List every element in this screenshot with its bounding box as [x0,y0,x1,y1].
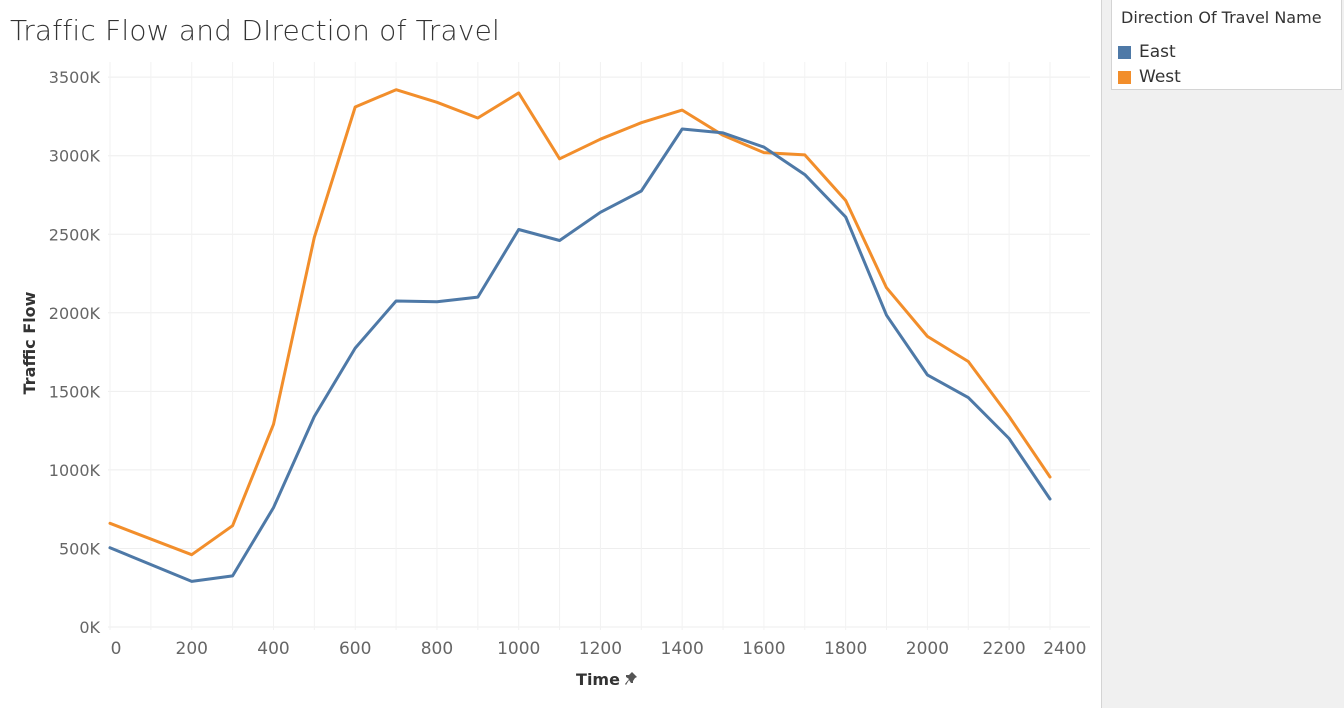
y-tick-label: 1500K [49,382,101,401]
x-tick-label: 600 [339,639,371,659]
x-tick-label: 800 [421,639,453,659]
x-tick-label: 2200 [982,639,1025,659]
legend-label-east: East [1139,42,1176,62]
legend-swatch-west [1118,71,1131,84]
legend: Direction Of Travel Name East West [1111,0,1342,90]
x-tick-label: 2000 [906,639,949,659]
right-panel [1101,0,1344,708]
y-tick-label: 2000K [49,304,101,323]
x-tick-label: 1800 [824,639,867,659]
y-tick-label: 3500K [49,68,101,87]
x-tick-label: 200 [176,639,208,659]
chart-area: 0K 500K 1000K 1500K 2000K 2500K 3000K 3500K 0 20… [20,62,1090,689]
legend-title: Direction Of Travel Name [1121,8,1322,27]
series-line-east[interactable] [108,127,1052,583]
y-tick-label: 500K [59,539,101,558]
x-tick-label: 400 [257,639,289,659]
x-axis-title: Time [576,670,620,689]
x-tick-label: 2400 [1043,639,1086,659]
y-tick-label: 0K [79,618,100,637]
x-tick-label: 1000 [497,639,540,659]
x-axis-ticks: 0 200 400 600 800 1000 1200 1400 1600 1800 2000 220… [111,639,1087,659]
y-tick-label: 1000K [49,461,101,480]
y-axis-ticks: 0K 500K 1000K 1500K 2000K 2500K 3000K 3500K [49,68,101,637]
x-tick-label: 1400 [661,639,704,659]
y-axis-title: Traffic Flow [20,291,39,394]
series-line-west[interactable] [108,88,1052,557]
y-tick-label: 3000K [49,147,101,166]
pin-icon[interactable] [625,672,637,685]
chart-title: Traffic Flow and DIrection of Travel [10,14,501,47]
legend-swatch-east [1118,46,1131,59]
x-tick-label: 1600 [742,639,785,659]
legend-label-west: West [1139,67,1181,87]
series-lines [108,88,1052,583]
x-tick-label: 0 [111,639,122,659]
y-tick-label: 2500K [49,225,101,244]
x-tick-label: 1200 [579,639,622,659]
